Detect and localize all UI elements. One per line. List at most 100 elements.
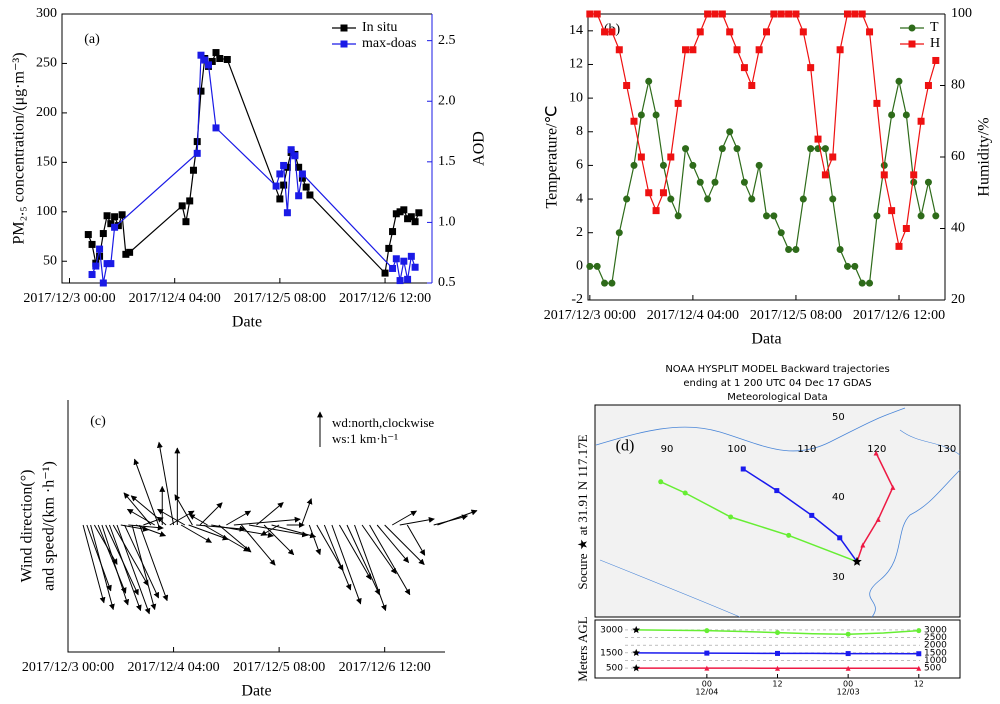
wind-arrow	[323, 524, 352, 591]
wind-arrow	[128, 524, 164, 531]
marker	[111, 213, 119, 221]
wind-arrow	[123, 492, 152, 526]
marker	[107, 260, 115, 268]
key-label: wd:north,clockwise	[332, 415, 434, 430]
marker	[873, 99, 881, 107]
marker	[845, 631, 851, 637]
wind-arrow	[399, 516, 435, 526]
wind-arrow	[369, 524, 411, 596]
marker	[704, 650, 710, 656]
wind-arrow	[90, 524, 115, 611]
map-coast	[869, 469, 961, 618]
wind-arrow	[248, 524, 309, 538]
marker	[608, 28, 616, 36]
wind-arrow	[116, 524, 151, 615]
lon-label: 100	[727, 444, 746, 455]
marker	[770, 212, 778, 220]
wind-arrow	[260, 524, 280, 536]
marker	[400, 206, 408, 214]
marker	[389, 264, 397, 272]
marker	[895, 242, 903, 250]
marker	[658, 479, 664, 485]
marker	[733, 145, 741, 153]
x-tick-label: 2017/12/3 00:00	[23, 291, 115, 306]
marker	[652, 111, 660, 119]
marker	[88, 271, 96, 279]
marker	[84, 231, 92, 239]
wind-arrow	[169, 510, 195, 526]
y2-tick-label: 80	[951, 78, 965, 93]
marker	[659, 189, 667, 197]
wind-arrow	[130, 495, 167, 526]
marker	[775, 665, 780, 671]
wind-arrow	[180, 524, 212, 543]
panel-label: (d)	[616, 438, 635, 455]
wind-arrow	[256, 502, 284, 526]
marker	[682, 145, 690, 153]
y2-tick-label: 1.0	[438, 215, 456, 230]
wind-arrow	[361, 524, 397, 575]
y-tick-label: 4	[576, 191, 583, 206]
x-axis-label: Date	[241, 683, 271, 700]
lon-label: 120	[867, 444, 886, 455]
marker	[407, 213, 415, 221]
marker	[910, 171, 918, 179]
marker	[280, 181, 288, 189]
marker	[902, 111, 910, 119]
wind-arrow	[82, 524, 106, 604]
marker	[396, 208, 404, 216]
y2-tick-label: 2.5	[438, 33, 456, 48]
marker	[726, 128, 734, 136]
y-tick-label: 2	[576, 225, 583, 240]
wind-arrow	[316, 524, 344, 571]
marker	[99, 279, 107, 287]
marker	[902, 225, 910, 232]
y-tick-label: 3000	[600, 625, 623, 635]
y2-tick-label: 2500	[924, 633, 947, 643]
marker	[630, 161, 638, 169]
y-tick-label: 200	[36, 105, 57, 120]
y2-tick-label: 100	[951, 6, 972, 21]
wind-arrow	[133, 458, 159, 526]
marker	[740, 466, 746, 472]
marker	[396, 277, 404, 285]
x-tick-label: 2017/12/4 04:00	[647, 308, 739, 323]
wind-arrow	[233, 516, 301, 526]
marker	[652, 207, 660, 215]
marker	[755, 161, 763, 169]
y-tick-label: 12	[569, 57, 583, 72]
marker	[615, 46, 623, 54]
marker	[212, 124, 220, 132]
marker	[96, 245, 104, 253]
wind-arrow	[241, 524, 276, 566]
y2-tick-label: 1.5	[438, 154, 456, 169]
marker	[216, 55, 224, 63]
marker	[888, 111, 896, 119]
wind-arrow	[384, 524, 425, 566]
marker	[711, 178, 719, 186]
y2-tick-label: 1000	[924, 656, 947, 666]
marker	[873, 450, 879, 456]
y-tick-label: 50	[43, 253, 57, 268]
wind-arrow	[157, 508, 186, 526]
wind-arrow	[86, 524, 112, 592]
y-tick-label: 0	[576, 259, 583, 274]
marker	[186, 197, 194, 205]
marker	[696, 28, 704, 36]
wind-arrow	[203, 524, 250, 552]
marker	[178, 202, 186, 210]
marker	[122, 250, 130, 258]
marker	[837, 535, 843, 541]
marker	[223, 55, 231, 63]
y-tick-label: 14	[569, 23, 583, 38]
marker	[96, 252, 104, 260]
wind-arrow	[346, 524, 380, 596]
marker	[400, 257, 408, 265]
marker	[411, 263, 419, 271]
marker	[924, 82, 932, 89]
marker	[298, 170, 306, 178]
y-tick-label: 500	[606, 664, 623, 674]
series-line	[91, 53, 416, 284]
marker	[748, 195, 756, 203]
marker	[415, 209, 423, 217]
